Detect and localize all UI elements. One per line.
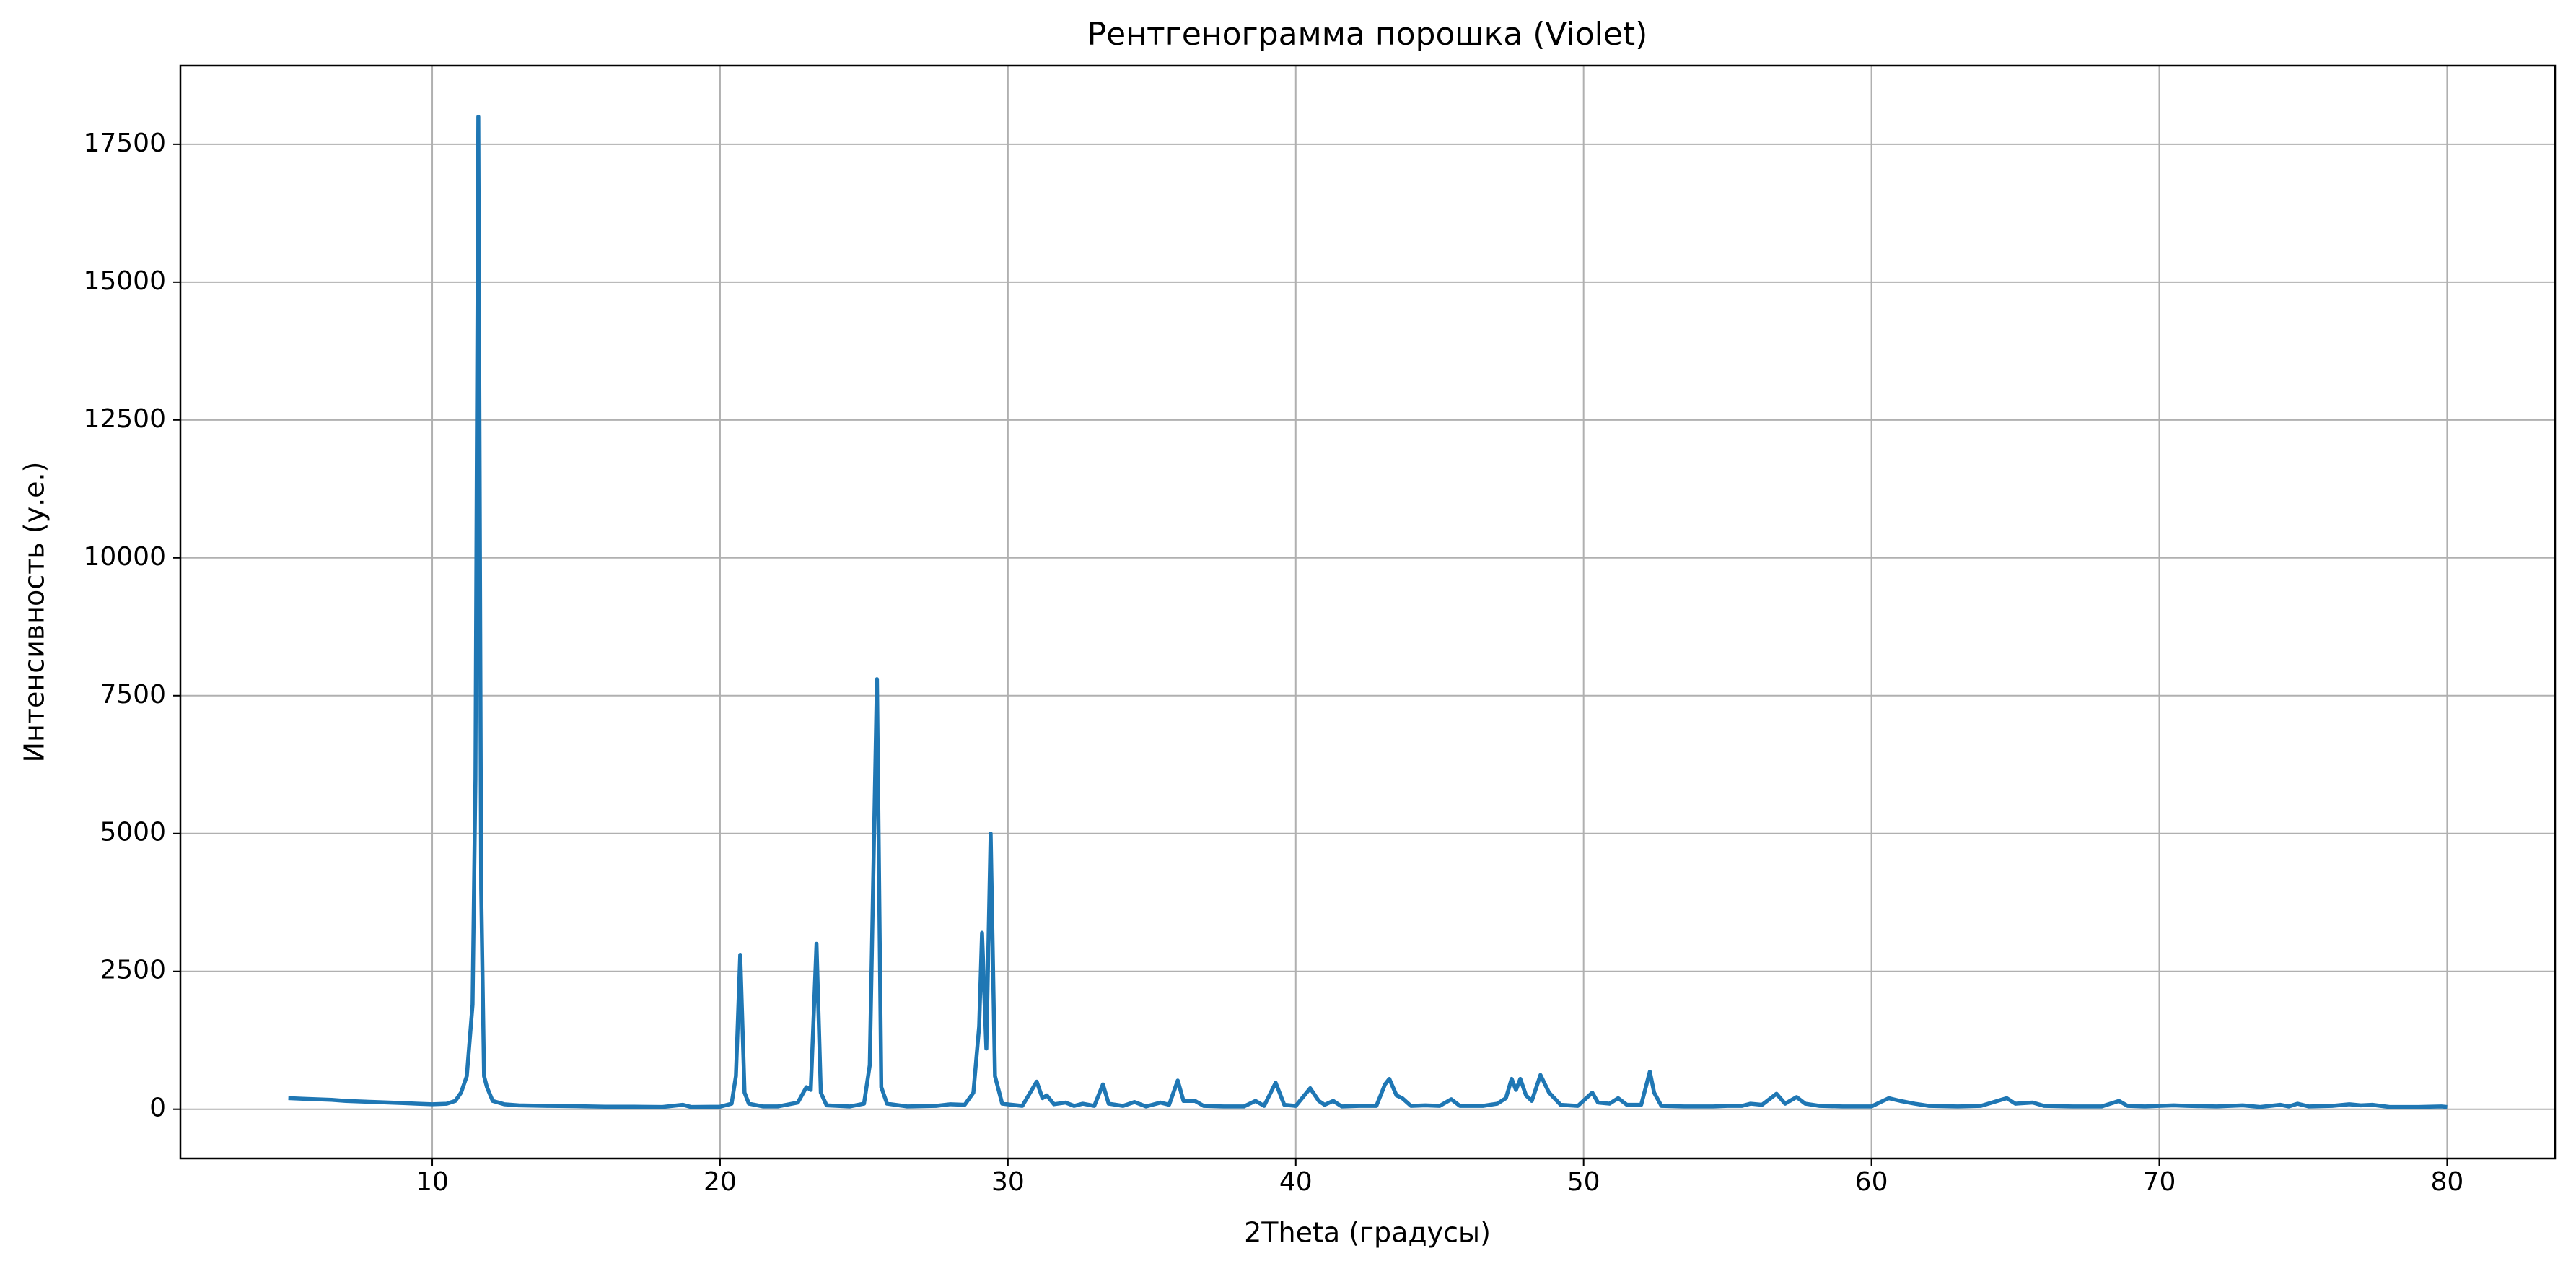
x-tick-label: 50: [1567, 1167, 1600, 1197]
plot-frame: [179, 64, 2557, 1160]
y-axis-label: Интенсивность (у.е.): [19, 462, 51, 763]
y-tick-label: 10000: [83, 542, 166, 572]
x-axis-label: 2Theta (градусы): [1244, 1217, 1491, 1249]
x-tick-label: 20: [704, 1167, 737, 1197]
x-tick-label: 40: [1279, 1167, 1313, 1197]
x-tick-label: 60: [1855, 1167, 1888, 1197]
x-tick-label: 80: [2431, 1167, 2464, 1197]
y-tick-label: 7500: [100, 680, 166, 710]
y-tick-label: 5000: [100, 818, 166, 847]
x-tick-label: 70: [2143, 1167, 2176, 1197]
data-line: [288, 114, 2448, 1109]
x-tick-label: 10: [416, 1167, 449, 1197]
y-tick-label: 12500: [83, 404, 166, 434]
y-tick-label: 2500: [100, 956, 166, 985]
y-tick-label: 0: [149, 1094, 166, 1123]
y-tick-label: 15000: [83, 266, 166, 296]
chart-title: Рентгенограмма порошка (Violet): [1087, 16, 1648, 53]
y-tick-label: 17500: [83, 128, 166, 158]
x-tick-label: 30: [991, 1167, 1025, 1197]
